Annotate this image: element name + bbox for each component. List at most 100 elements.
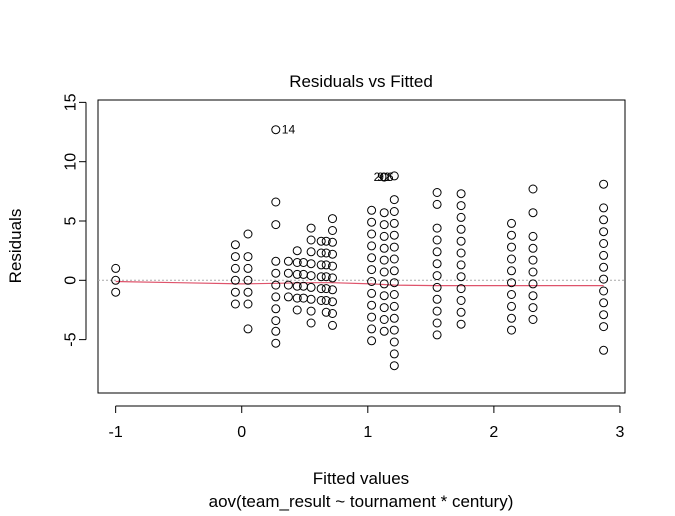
data-point xyxy=(599,250,609,260)
data-point xyxy=(456,319,466,329)
data-point xyxy=(389,230,399,240)
data-point xyxy=(389,301,399,311)
data-point xyxy=(389,218,399,228)
data-point xyxy=(528,303,538,313)
data-point xyxy=(507,254,516,264)
data-point xyxy=(507,242,516,252)
data-point xyxy=(306,271,316,281)
data-point xyxy=(389,254,399,264)
data-point xyxy=(316,284,326,294)
data-point xyxy=(507,313,516,323)
data-point xyxy=(456,260,466,270)
data-point xyxy=(599,239,609,248)
data-point xyxy=(321,272,331,282)
data-point xyxy=(271,304,281,314)
plot-frame xyxy=(97,99,626,394)
data-point xyxy=(321,260,331,270)
data-point xyxy=(367,277,377,286)
data-point xyxy=(111,287,121,297)
data-point xyxy=(230,287,240,297)
y-tick-label: 15 xyxy=(63,93,80,111)
data-point xyxy=(243,263,253,273)
data-point xyxy=(456,307,466,317)
data-point xyxy=(283,256,293,266)
data-point xyxy=(367,324,377,334)
x-tick-label: 1 xyxy=(363,424,372,441)
data-point xyxy=(389,171,399,181)
data-point xyxy=(306,318,316,328)
data-point xyxy=(271,316,281,326)
data-point xyxy=(507,301,516,311)
data-point xyxy=(321,248,331,258)
data-point xyxy=(328,249,337,259)
data-point xyxy=(306,235,316,245)
data-point xyxy=(528,279,538,289)
y-tick-label: 0 xyxy=(63,276,80,285)
data-point xyxy=(432,282,442,292)
y-tick-label: 5 xyxy=(63,216,80,225)
data-point xyxy=(243,299,253,309)
smoother-line xyxy=(115,280,604,287)
data-point xyxy=(456,248,466,258)
data-point xyxy=(243,287,253,297)
data-point xyxy=(316,248,326,258)
data-point xyxy=(271,197,281,207)
data-point xyxy=(328,237,337,247)
data-point xyxy=(599,215,609,225)
x-axis-subtitle: aov(team_result ~ tournament * century) xyxy=(209,492,514,511)
data-point xyxy=(379,279,389,289)
data-point xyxy=(321,307,331,317)
data-point xyxy=(306,259,316,269)
data-point xyxy=(379,315,389,324)
data-point xyxy=(321,236,331,246)
data-point xyxy=(456,296,466,305)
data-point xyxy=(528,255,538,265)
data-point xyxy=(528,184,538,194)
data-point xyxy=(456,201,466,211)
data-point xyxy=(292,258,302,267)
data-point xyxy=(306,223,316,233)
data-point xyxy=(367,288,377,298)
point-annotation: 14 xyxy=(282,123,296,137)
data-point xyxy=(328,297,337,307)
data-point xyxy=(456,212,466,222)
data-point xyxy=(528,291,538,301)
data-point xyxy=(367,229,377,239)
data-point xyxy=(389,349,399,359)
data-point xyxy=(432,259,442,269)
data-point xyxy=(528,208,538,218)
data-point xyxy=(389,242,399,252)
data-point xyxy=(432,318,442,328)
data-point xyxy=(599,345,609,355)
data-point xyxy=(306,247,316,257)
data-point xyxy=(243,324,253,334)
data-point xyxy=(456,284,466,294)
data-point xyxy=(432,199,442,209)
data-point xyxy=(316,260,326,270)
data-point xyxy=(599,227,609,237)
data-point xyxy=(292,269,302,279)
data-point xyxy=(328,226,337,235)
y-tick-label: -5 xyxy=(63,332,80,346)
data-point xyxy=(389,313,399,323)
data-point xyxy=(316,296,326,305)
data-point xyxy=(230,263,240,273)
data-point xyxy=(271,125,281,135)
data-point xyxy=(328,285,337,295)
x-tick-label: 3 xyxy=(616,424,625,441)
data-point xyxy=(316,272,326,282)
data-point xyxy=(432,223,442,233)
data-point xyxy=(243,252,253,262)
data-point xyxy=(271,326,281,336)
data-point xyxy=(271,268,281,278)
data-point xyxy=(432,247,442,257)
data-point xyxy=(389,290,399,299)
data-point xyxy=(389,337,399,347)
data-point xyxy=(379,291,389,301)
data-point xyxy=(283,268,293,278)
data-point xyxy=(599,262,609,272)
data-point xyxy=(230,240,240,250)
data-point xyxy=(432,235,442,245)
data-point xyxy=(328,261,337,271)
data-point xyxy=(379,172,389,182)
